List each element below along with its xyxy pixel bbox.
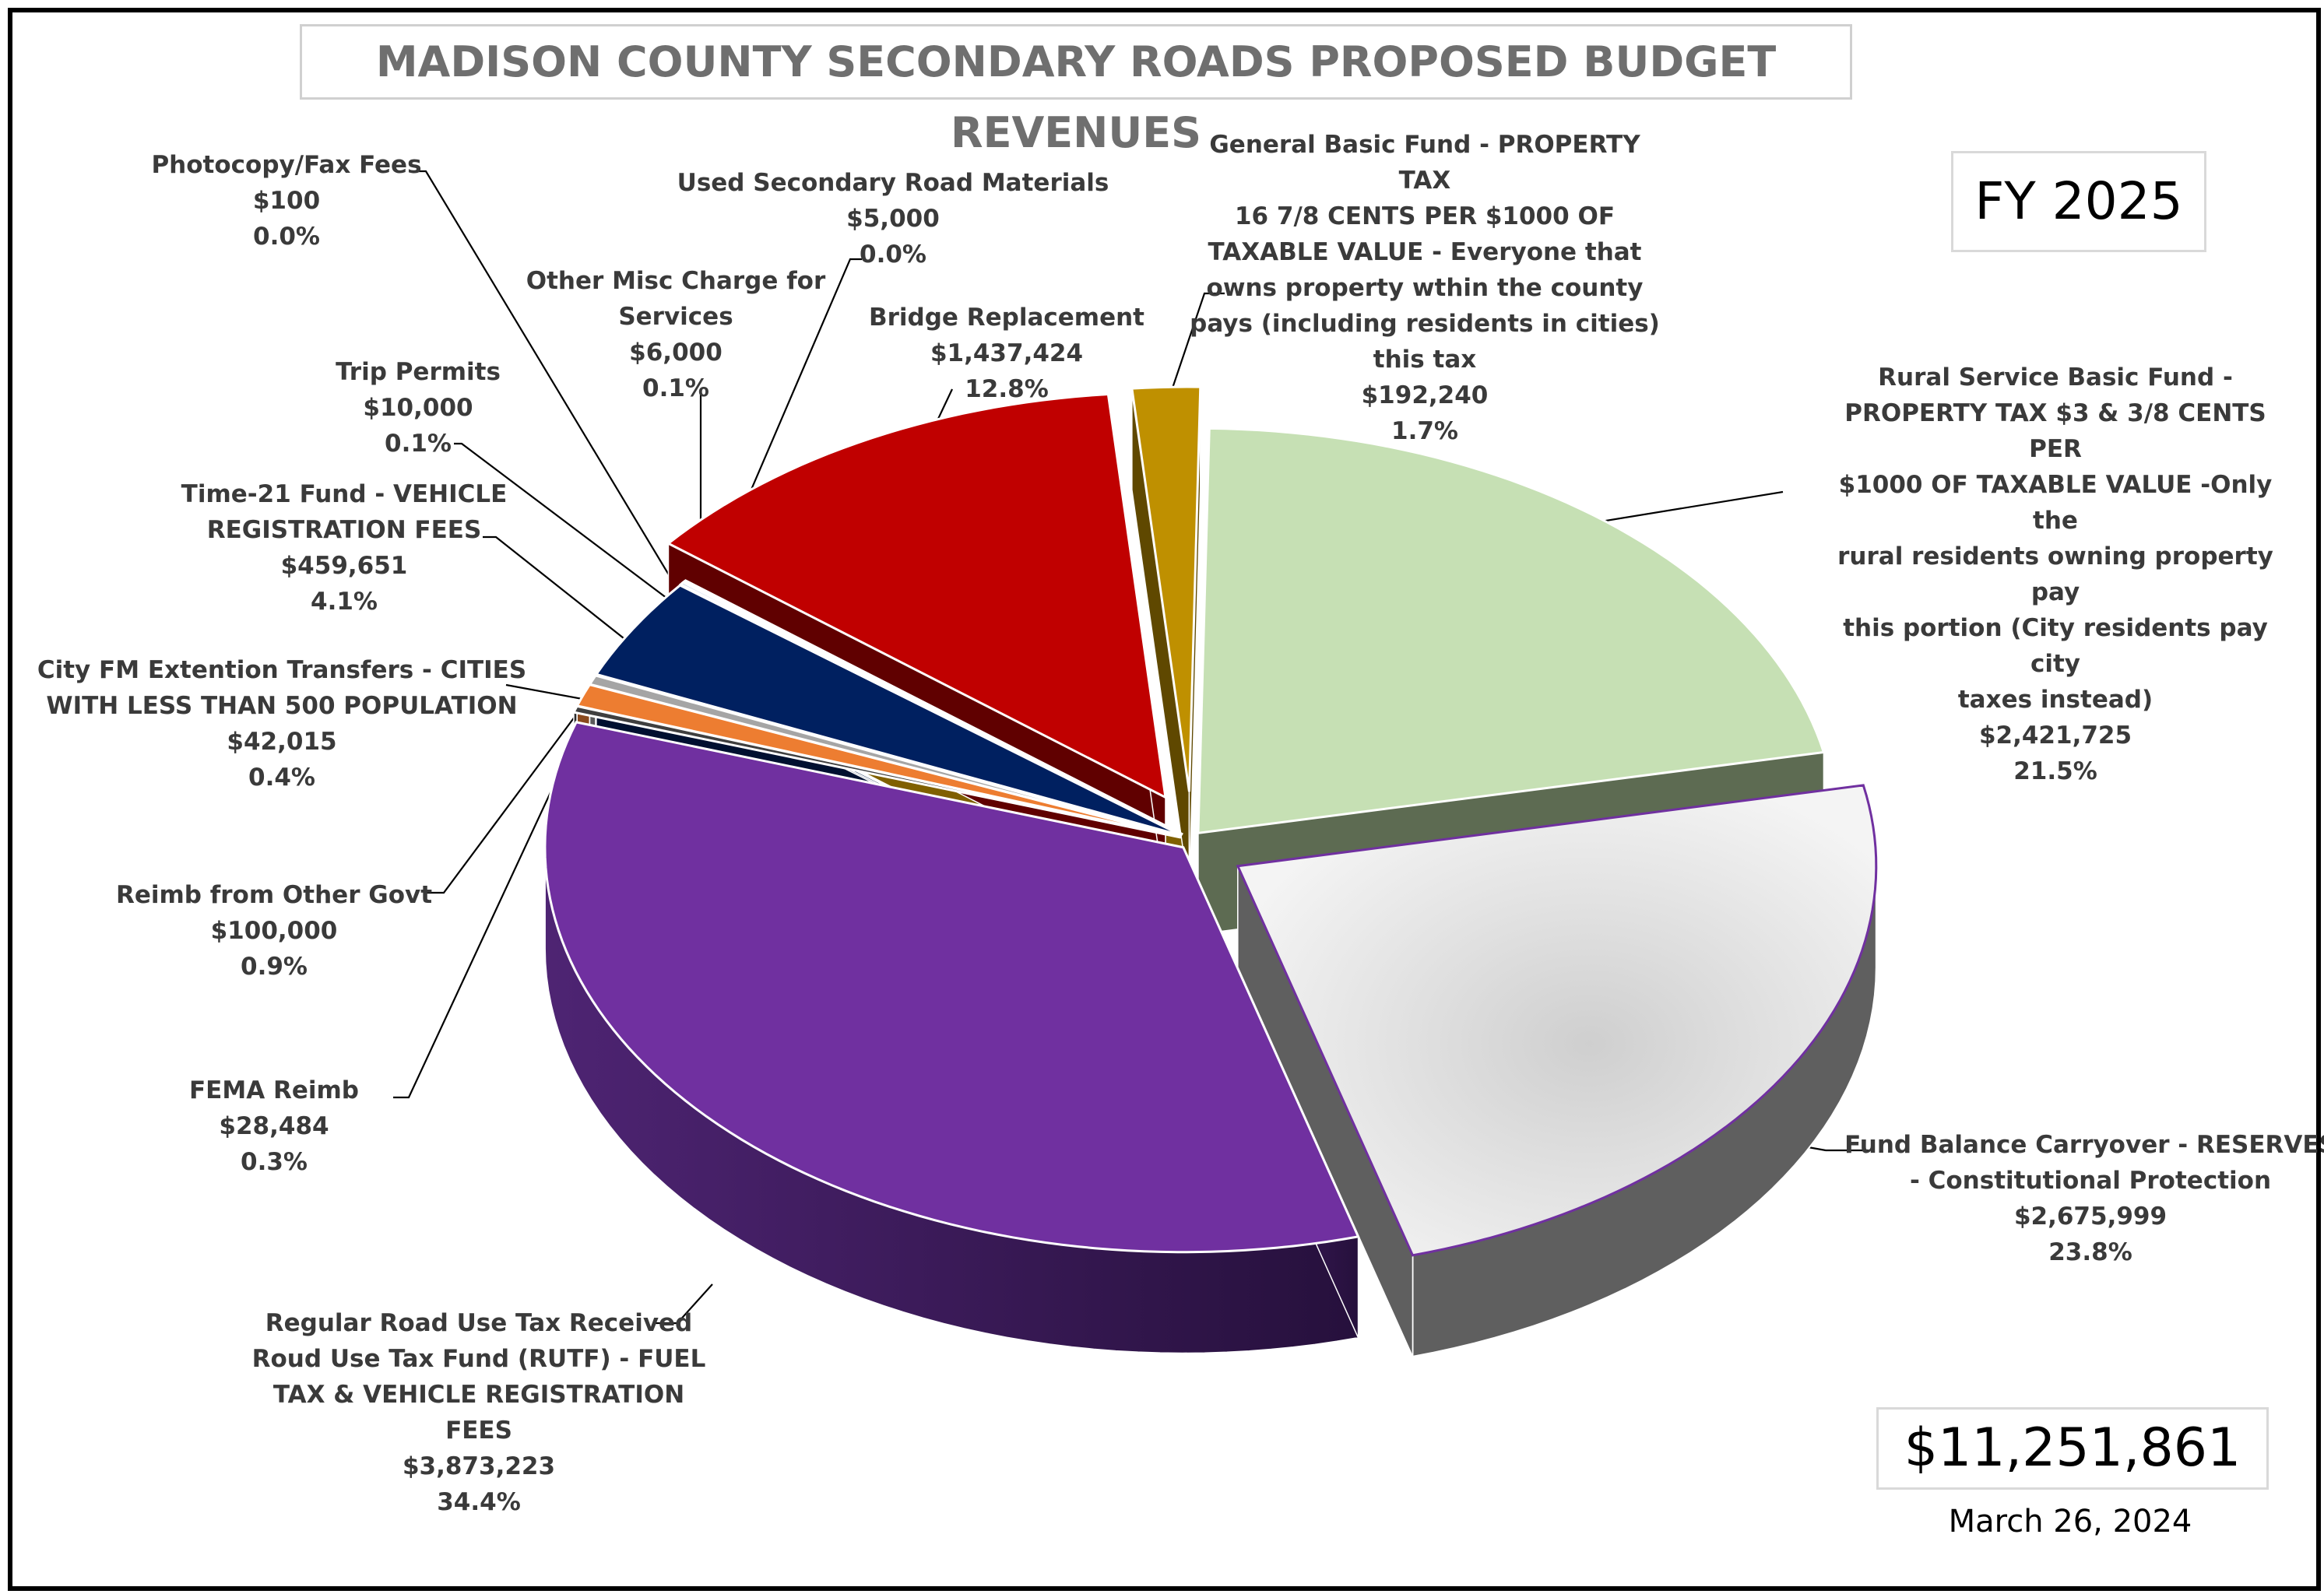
leader-line-rutf xyxy=(654,1283,713,1325)
slice-label-line: pays (including residents in cities) xyxy=(1190,310,1660,338)
slice-time21 xyxy=(594,584,1183,837)
slice-label-line: PROPERTY TAX $3 & 3/8 CENTS PER xyxy=(1844,399,2266,463)
slice-label-line: - Constitutional Protection xyxy=(1909,1167,2272,1195)
slice-percent: 12.8% xyxy=(965,375,1049,403)
slice-city-fm xyxy=(588,674,1182,838)
slice-label-line: Regular Road Use Tax Received xyxy=(265,1309,693,1337)
slice-label-line: Roud Use Tax Fund (RUTF) - FUEL xyxy=(251,1345,706,1373)
slice-percent: 23.8% xyxy=(2048,1238,2132,1266)
slice-percent: 34.4% xyxy=(437,1488,521,1516)
total-box: $11,251,861 xyxy=(1876,1407,2269,1490)
leader-line-trip-permits xyxy=(454,442,690,616)
chart-title: MADISON COUNTY SECONDARY ROADS PROPOSED … xyxy=(375,37,1777,157)
slice-value: $6,000 xyxy=(629,339,723,367)
slice-label-line: General Basic Fund - PROPERTY TAX xyxy=(1209,131,1640,195)
slice-value: $2,675,999 xyxy=(2013,1203,2168,1231)
slice-value: $1,437,424 xyxy=(930,339,1084,367)
slice-label-line: Time-21 Fund - VEHICLE xyxy=(181,480,508,508)
slice-label-fema: FEMA Reimb $28,484 0.3% xyxy=(157,1073,391,1180)
slice-label-line: rural residents owning property pay xyxy=(1837,542,2273,606)
slice-value: $3,873,223 xyxy=(402,1452,556,1480)
slice-label-fund-balance: Fund Balance Carryover - RESERVES - Const… xyxy=(1841,1127,2324,1270)
slice-label-line: Fund Balance Carryover - RESERVES xyxy=(1844,1131,2324,1159)
slice-label-time21: Time-21 Fund - VEHICLE REGISTRATION FEES $… xyxy=(181,476,508,620)
slice-used-materials xyxy=(682,579,1183,836)
leader-line-photocopy xyxy=(410,170,694,616)
slice-label-line: Used Secondary Road Materials xyxy=(677,169,1109,197)
slice-rutf xyxy=(543,721,1360,1254)
slice-label-line: Trip Permits xyxy=(336,358,501,386)
slice-label-rural: Rural Service Basic Fund - PROPERTY TAX $… xyxy=(1814,360,2297,789)
slice-label-line: taxes instead) xyxy=(1957,686,2153,714)
slice-label-line: this tax xyxy=(1373,346,1477,374)
slice-bridge xyxy=(666,392,1167,800)
slice-percent: 0.4% xyxy=(248,764,315,792)
report-date: March 26, 2024 xyxy=(1948,1504,2192,1540)
slice-label-used-materials: Used Secondary Road Materials $5,000 0.0% xyxy=(675,165,1111,272)
slice-label-city-fm: City FM Extention Transfers - CITIES WITH… xyxy=(2,652,562,795)
slice-label-rutf: Regular Road Use Tax Received Roud Use Ta… xyxy=(245,1305,712,1520)
slice-percent: 0.1% xyxy=(642,374,709,402)
slice-general-basic xyxy=(1130,385,1202,792)
slice-label-line: Reimb from Other Govt xyxy=(115,881,433,909)
slice-percent: 0.1% xyxy=(385,430,452,458)
slice-label-other-misc: Other Misc Charge for Services $6,000 0.1% xyxy=(508,263,843,406)
slice-label-line: Other Misc Charge for xyxy=(526,267,826,295)
slice-percent: 0.9% xyxy=(241,953,308,981)
slice-label-line: $1000 OF TAXABLE VALUE -Only the xyxy=(1838,471,2273,535)
slice-label-line: City FM Extention Transfers - CITIES xyxy=(37,656,527,684)
slice-percent: 21.5% xyxy=(2013,757,2097,785)
pie-slices xyxy=(543,385,1878,1358)
slice-percent: 0.0% xyxy=(860,241,926,269)
slice-label-line: FEMA Reimb xyxy=(189,1076,359,1104)
slice-value: $42,015 xyxy=(227,728,337,756)
slice-label-general-basic: General Basic Fund - PROPERTY TAX 16 7/8 … xyxy=(1183,127,1666,449)
slice-rural xyxy=(1197,427,1826,835)
slice-label-line: REGISTRATION FEES xyxy=(206,516,482,544)
total-value: $11,251,861 xyxy=(1904,1417,2241,1479)
slice-percent: 1.7% xyxy=(1391,417,1458,445)
fiscal-year-box: FY 2025 xyxy=(1951,151,2206,252)
slice-value: $10,000 xyxy=(363,394,473,422)
leader-line-time21 xyxy=(483,535,639,651)
slice-value: $2,421,725 xyxy=(1978,722,2132,750)
leader-line-fema xyxy=(393,711,589,1099)
slice-value: $100,000 xyxy=(210,917,338,945)
slice-value: $459,651 xyxy=(280,552,408,580)
slice-value: $192,240 xyxy=(1361,381,1489,409)
slice-label-photocopy: Photocopy/Fax Fees $100 0.0% xyxy=(131,147,442,255)
slice-fund-balance xyxy=(1236,784,1878,1257)
fiscal-year-label: FY 2025 xyxy=(1974,171,2183,231)
slice-label-line: Services xyxy=(618,303,733,331)
slice-label-line: Bridge Replacement xyxy=(869,304,1144,332)
slice-value: $100 xyxy=(252,187,321,215)
slice-label-trip-permits: Trip Permits $10,000 0.1% xyxy=(317,354,519,462)
slice-label-line: owns property wthin the county xyxy=(1206,274,1644,302)
slice-label-line: 16 7/8 CENTS PER $1000 OF xyxy=(1234,202,1616,230)
slice-label-bridge: Bridge Replacement $1,437,424 12.8% xyxy=(843,300,1170,407)
slice-label-line: Rural Service Basic Fund - xyxy=(1878,363,2233,391)
slice-label-line: WITH LESS THAN 500 POPULATION xyxy=(46,692,518,720)
slice-label-line: TAX & VEHICLE REGISTRATION FEES xyxy=(272,1381,685,1445)
slice-percent: 4.1% xyxy=(311,588,378,616)
slice-label-line: this portion (City residents pay city xyxy=(1843,614,2268,678)
slice-label-line: Photocopy/Fax Fees xyxy=(151,151,422,179)
title-box: MADISON COUNTY SECONDARY ROADS PROPOSED … xyxy=(300,24,1852,157)
slice-label-reimb-govt: Reimb from Other Govt $100,000 0.9% xyxy=(79,877,469,985)
leader-line-reimb-govt xyxy=(427,704,585,894)
slice-percent: 0.3% xyxy=(241,1148,308,1176)
slice-label-line: TAXABLE VALUE - Everyone that xyxy=(1208,238,1642,266)
slice-value: $28,484 xyxy=(219,1112,329,1140)
slice-value: $5,000 xyxy=(846,205,940,233)
slice-percent: 0.0% xyxy=(253,223,320,251)
